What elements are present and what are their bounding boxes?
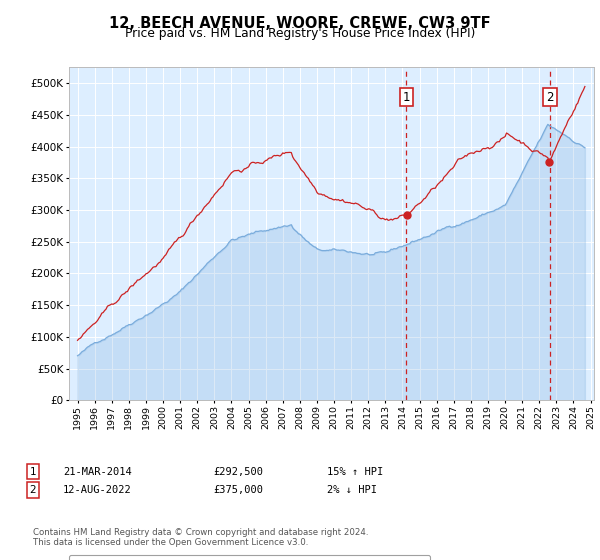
Text: 2: 2 <box>29 485 37 495</box>
Legend: 12, BEECH AVENUE, WOORE, CREWE, CW3 9TF (detached house), HPI: Average price, de: 12, BEECH AVENUE, WOORE, CREWE, CW3 9TF … <box>69 556 430 560</box>
Text: 12, BEECH AVENUE, WOORE, CREWE, CW3 9TF: 12, BEECH AVENUE, WOORE, CREWE, CW3 9TF <box>109 16 491 31</box>
Text: Price paid vs. HM Land Registry's House Price Index (HPI): Price paid vs. HM Land Registry's House … <box>125 27 475 40</box>
Text: 15% ↑ HPI: 15% ↑ HPI <box>327 466 383 477</box>
Text: 2: 2 <box>546 91 554 104</box>
Text: 12-AUG-2022: 12-AUG-2022 <box>63 485 132 495</box>
Text: 21-MAR-2014: 21-MAR-2014 <box>63 466 132 477</box>
Text: £375,000: £375,000 <box>213 485 263 495</box>
Text: 1: 1 <box>29 466 37 477</box>
Text: 2% ↓ HPI: 2% ↓ HPI <box>327 485 377 495</box>
Text: Contains HM Land Registry data © Crown copyright and database right 2024.
This d: Contains HM Land Registry data © Crown c… <box>33 528 368 547</box>
Text: 1: 1 <box>403 91 410 104</box>
Text: £292,500: £292,500 <box>213 466 263 477</box>
